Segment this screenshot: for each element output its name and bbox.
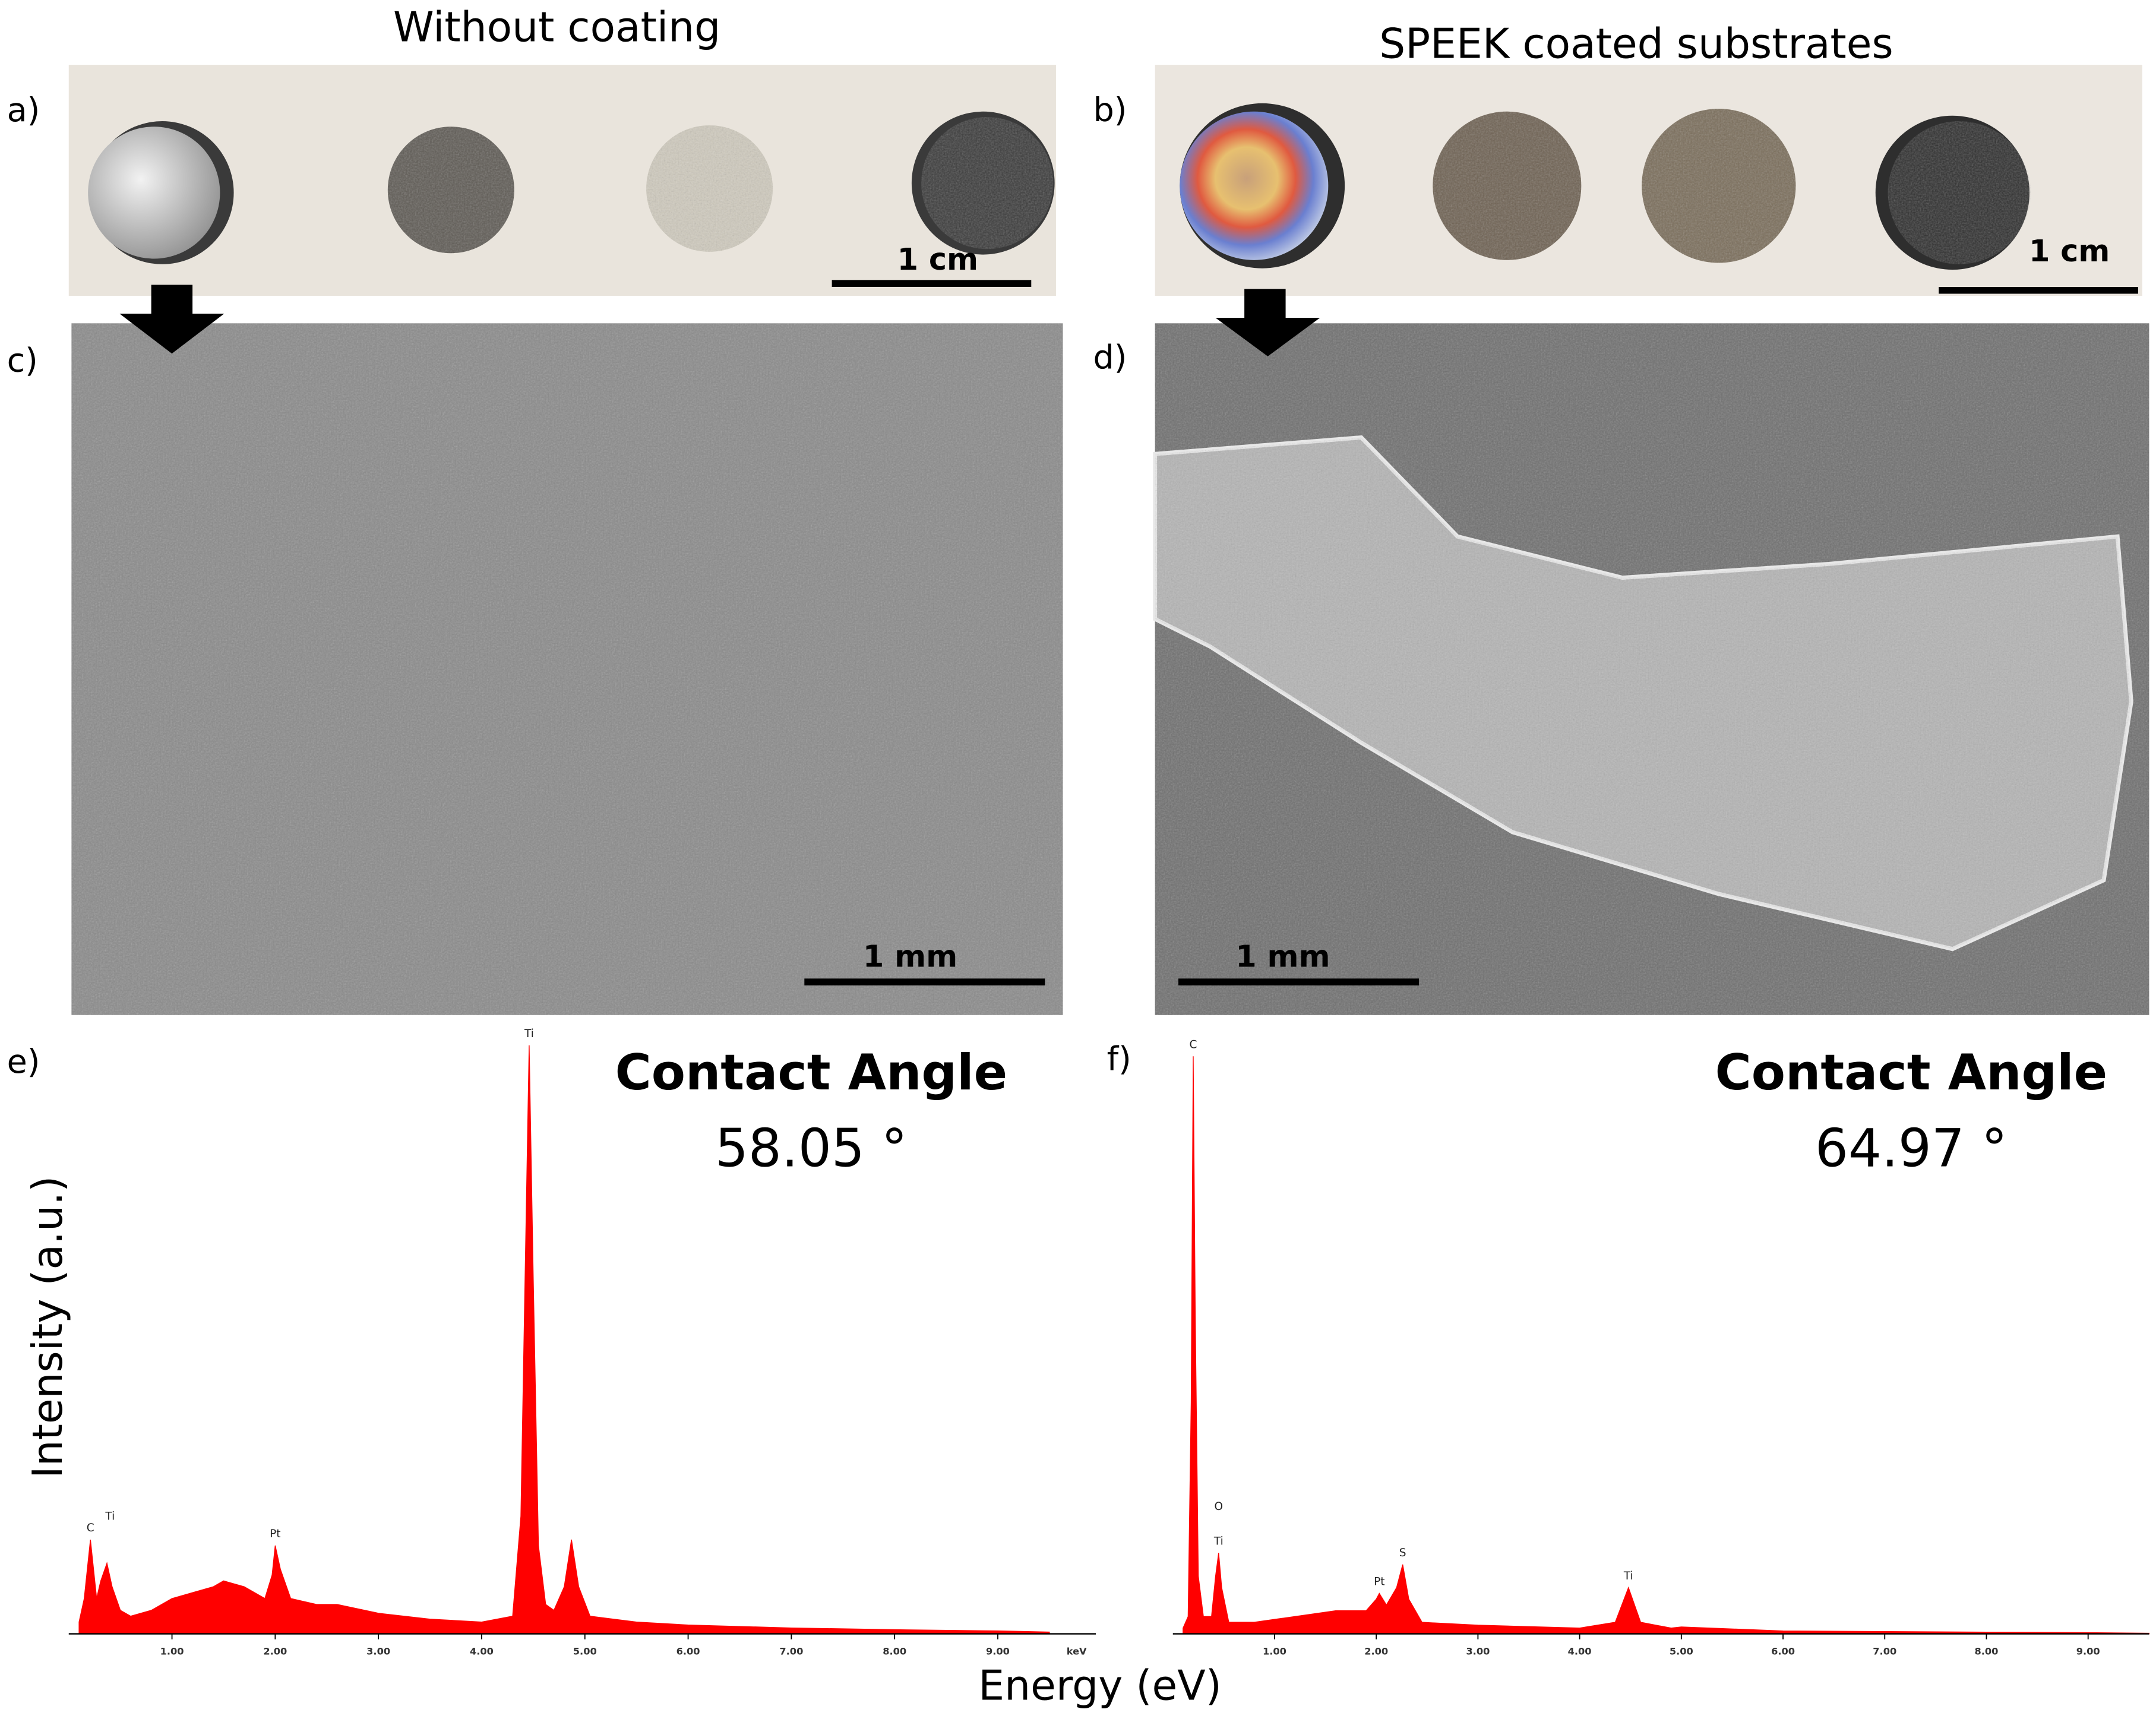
panel-label: f) [1107,1039,1131,1078]
peak-label: S [1399,1547,1406,1559]
x-axis-label: Energy (eV) [978,1663,1222,1710]
x-tick-label: 2.00 [263,1645,287,1657]
panel-label: b) [1093,91,1127,129]
arrow [1215,289,1320,356]
x-tick-label: 8.00 [883,1645,906,1657]
x-tick-label: 3.00 [1466,1645,1490,1657]
x-tick-label: 2.00 [1364,1645,1388,1657]
panel-label: e) [7,1042,40,1081]
peak-label: Pt [270,1528,280,1540]
x-tick-label: 7.00 [1873,1645,1896,1657]
column-header: Without coating [393,4,720,52]
x-tick-label: 3.00 [366,1645,390,1657]
sem-image [1153,323,2149,1015]
peak-label: Ti [1213,1535,1224,1548]
sem-image [71,323,1063,1015]
scale-bar-label: 1 cm [2029,234,2110,269]
peak-label: Ti [524,1028,534,1040]
photo-panel [1155,65,2142,296]
panel-label: d) [1093,339,1127,377]
x-tick-label: 9.00 [986,1645,1010,1657]
peak-label: Ti [105,1510,115,1522]
spectrum-area [1183,1056,2150,1635]
x-unit: keV [1067,1645,1087,1657]
scale-bar-label: 1 mm [863,940,957,975]
arrow [119,285,225,354]
x-tick-label: 5.00 [1670,1645,1693,1657]
x-tick-label: 4.00 [1568,1645,1592,1657]
x-tick-label: 9.00 [2076,1645,2100,1657]
x-tick-label: 7.00 [779,1645,803,1657]
scale-bar-label: 1 mm [1235,940,1330,975]
y-axis-label: Intensity (a.u.) [24,1176,72,1478]
x-tick-label: 6.00 [676,1645,700,1657]
peak-label: O [1214,1500,1223,1513]
contact-angle-value: 58.05 ° [715,1117,908,1178]
x-tick-label: 5.00 [573,1645,597,1657]
peak-label: Pt [1374,1576,1384,1588]
peak-label: C [87,1522,94,1534]
chart-title: Contact Angle [615,1044,1008,1101]
x-tick-label: 8.00 [1975,1645,1999,1657]
x-tick-label: 1.00 [160,1645,184,1657]
contact-angle-value: 64.97 ° [1815,1117,2008,1178]
photo-panel [68,65,1056,296]
peak-label: Ti [1623,1570,1633,1582]
x-tick-label: 1.00 [1263,1645,1286,1657]
x-tick-label: 4.00 [470,1645,494,1657]
spectrum-area [78,1045,1050,1635]
panel-label: c) [7,341,38,380]
peak-label: C [1190,1038,1197,1051]
scale-bar-label: 1 cm [897,242,978,277]
chart-title: Contact Angle [1715,1044,2108,1101]
column-header: SPEEK coated substrates [1379,21,1893,68]
panel-label: a) [7,91,40,129]
x-tick-label: 6.00 [1771,1645,1795,1657]
